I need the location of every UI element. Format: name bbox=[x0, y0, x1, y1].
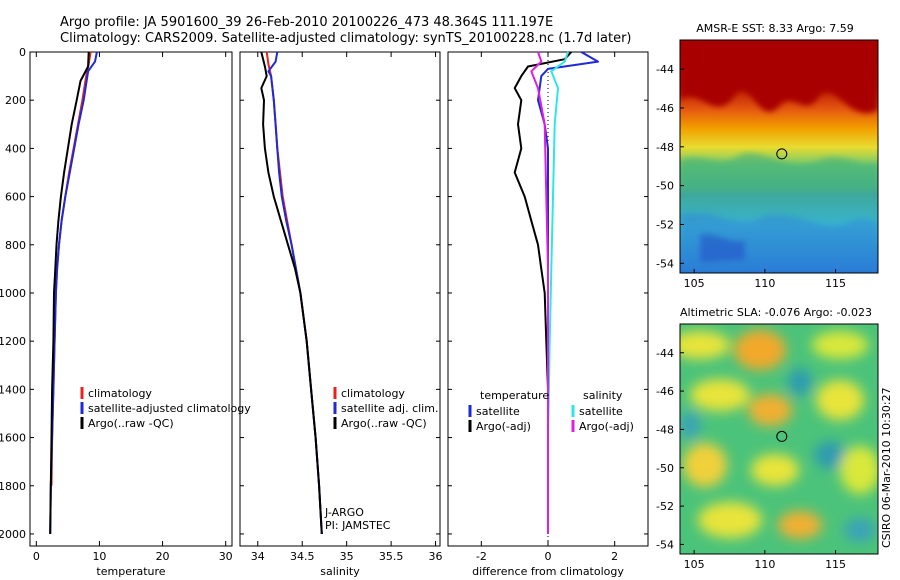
salinity-panel-x-axis-label: salinity bbox=[320, 565, 360, 578]
series-line-argo-raw-qc- bbox=[260, 51, 323, 535]
x-tick-label: 110 bbox=[754, 558, 775, 571]
x-tick-label: 35 bbox=[340, 550, 354, 563]
legend-title: salinity bbox=[583, 389, 623, 402]
x-tick-label: 36 bbox=[429, 550, 443, 563]
legend-label: Argo(..raw -QC) bbox=[341, 417, 427, 430]
y-tick-label: 1600 bbox=[0, 432, 26, 445]
y-tick-label: 2000 bbox=[0, 528, 26, 541]
y-tick-label: 200 bbox=[5, 94, 26, 107]
x-tick-label: 105 bbox=[684, 558, 705, 571]
salinity-panel-frame bbox=[239, 51, 441, 547]
y-tick-label: -54 bbox=[656, 538, 674, 551]
series-line-argo-raw-qc- bbox=[49, 51, 90, 535]
y-tick-label: 0 bbox=[19, 46, 26, 59]
x-tick-label: 115 bbox=[825, 277, 846, 290]
y-tick-label: -52 bbox=[656, 500, 674, 513]
x-tick-label: 0 bbox=[33, 550, 40, 563]
x-tick-label: 10 bbox=[92, 550, 106, 563]
legend-label: Argo(..raw -QC) bbox=[88, 417, 174, 430]
x-tick-label: 115 bbox=[825, 558, 846, 571]
y-tick-label: 1400 bbox=[0, 383, 26, 396]
y-tick-label: 400 bbox=[5, 142, 26, 155]
legend-label: Argo(-adj) bbox=[579, 420, 634, 433]
sst-argo-location-marker bbox=[776, 148, 788, 160]
series-line-satellite-adjusted-climatology bbox=[49, 51, 98, 535]
figure-title-line2: Climatology: CARS2009. Satellite-adjuste… bbox=[60, 31, 632, 46]
y-tick-label: -52 bbox=[656, 218, 674, 231]
sla-map-frame bbox=[679, 323, 879, 555]
series-line-satellite-adj-clim- bbox=[267, 51, 323, 535]
y-tick-label: 1800 bbox=[0, 480, 26, 493]
difference-panel-x-axis-label: difference from climatology bbox=[472, 565, 624, 578]
y-tick-label: -48 bbox=[656, 141, 674, 154]
legend-label: satellite adj. clim. bbox=[341, 402, 438, 415]
figure-title-line1: Argo profile: JA 5901600_39 26-Feb-2010 … bbox=[60, 15, 553, 30]
y-tick-label: -44 bbox=[656, 347, 674, 360]
annotation-text: J-ARGO bbox=[324, 506, 364, 519]
sst-map-image bbox=[680, 40, 878, 273]
y-tick-label: 600 bbox=[5, 191, 26, 204]
legend-title: temperature bbox=[480, 389, 549, 402]
sst-map-frame bbox=[679, 39, 879, 274]
sst-map-title: AMSR-E SST: 8.33 Argo: 7.59 bbox=[696, 22, 854, 35]
sla-argo-location-marker bbox=[776, 430, 788, 442]
annotation-text: PI: JAMSTEC bbox=[325, 519, 391, 532]
x-tick-label: 34.5 bbox=[290, 550, 315, 563]
temperature-panel-frame bbox=[29, 51, 233, 547]
x-tick-label: 20 bbox=[156, 550, 170, 563]
y-tick-label: -46 bbox=[656, 102, 674, 115]
series-line-temperature-argo-adj- bbox=[513, 51, 573, 390]
x-tick-label: 34 bbox=[251, 550, 265, 563]
legend-label: climatology bbox=[88, 387, 152, 400]
x-tick-label: 35.5 bbox=[379, 550, 404, 563]
y-tick-label: -46 bbox=[656, 385, 674, 398]
sla-map-image bbox=[680, 324, 878, 554]
legend-label: satellite bbox=[579, 405, 623, 418]
x-tick-label: 110 bbox=[754, 277, 775, 290]
y-tick-label: 800 bbox=[5, 239, 26, 252]
credit-timestamp: CSIRO 06-Mar-2010 10:30:27 bbox=[880, 387, 893, 548]
legend-label: satellite bbox=[476, 405, 520, 418]
legend-label: climatology bbox=[341, 387, 405, 400]
y-tick-label: -50 bbox=[656, 180, 674, 193]
sla-map-title: Altimetric SLA: -0.076 Argo: -0.023 bbox=[680, 306, 872, 319]
temperature-panel-x-axis-label: temperature bbox=[96, 565, 165, 578]
legend-label: satellite-adjusted climatology bbox=[88, 402, 251, 415]
x-tick-label: 105 bbox=[684, 277, 705, 290]
y-tick-label: -50 bbox=[656, 462, 674, 475]
legend-label: Argo(-adj) bbox=[476, 420, 531, 433]
x-tick-label: 0 bbox=[545, 550, 552, 563]
y-tick-label: -44 bbox=[656, 63, 674, 76]
series-line-salinity-argo-adj- bbox=[530, 51, 549, 534]
y-tick-label: 1000 bbox=[0, 287, 26, 300]
x-tick-label: 30 bbox=[219, 550, 233, 563]
salinity-panel: 34 34.5 35 35.5 36 salinity climatology satelli… bbox=[239, 51, 443, 578]
x-tick-label: -2 bbox=[476, 550, 487, 563]
x-tick-label: 2 bbox=[611, 550, 618, 563]
series-line-salinity-satellite bbox=[547, 51, 569, 534]
y-tick-label: -54 bbox=[656, 257, 674, 270]
y-tick-label: 1200 bbox=[0, 335, 26, 348]
difference-panel: -2 0 2 difference from climatology temperatu… bbox=[447, 51, 649, 578]
temperature-panel: 0 10 20 30 temperature 0 200 400 600 800 1000 1200 1… bbox=[0, 46, 251, 578]
y-tick-label: -48 bbox=[656, 423, 674, 436]
